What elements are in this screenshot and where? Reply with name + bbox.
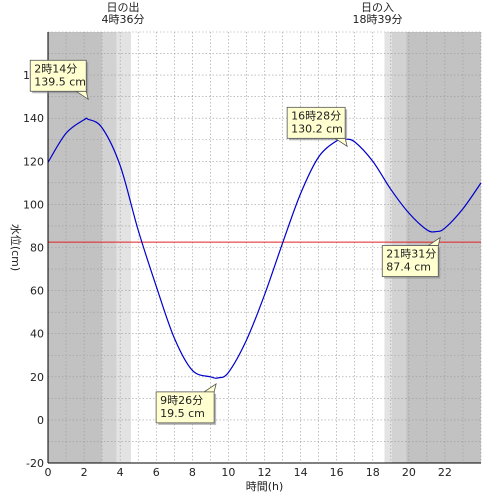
callout-box [29,59,87,92]
x-tick-label: 8 [189,466,196,479]
y-tick-label: 140 [23,112,44,125]
axes [47,32,481,464]
x-tick-label: 6 [153,466,160,479]
x-tick-label: 18 [366,466,380,479]
x-axis-label: 時間(h) [246,480,284,493]
callout-time: 21時31分 [386,248,436,261]
x-tick-label: 10 [221,466,235,479]
sunset-label: 日の入 [361,1,394,14]
sunset-time: 18時39分 [352,13,402,26]
sunrise-label: 日の出 [106,0,139,14]
x-tick-label: 20 [402,466,416,479]
y-tick-label: 80 [30,242,44,255]
x-tick-label: 4 [117,466,124,479]
x-tick-label: 2 [81,466,88,479]
callout-time: 9時26分 [160,394,203,407]
x-tick-label: 0 [45,466,52,479]
sunrise-time: 4時36分 [101,13,144,26]
x-tick-label: 12 [258,466,272,479]
x-tick-label: 22 [438,466,452,479]
y-tick-label: 0 [37,414,44,427]
y-tick-label: 100 [23,198,44,211]
tick-labels: 0 2 4 6 8 10 12 14 16 18 20 22-20020406080100120140… [23,69,452,479]
y-tick-label: 60 [30,285,44,298]
x-tick-label: 14 [294,466,308,479]
y-tick-label: 40 [30,328,44,341]
callout-value: 139.5 cm [34,75,86,88]
y-axis-label: 水位(cm) [9,224,23,271]
y-tick-label: 20 [30,371,44,384]
tide-curve [47,117,482,379]
callout-value: 130.2 cm [291,122,343,135]
y-tick-label: 120 [23,155,44,168]
callout-time: 16時28分 [291,109,341,122]
callout-box [381,245,439,277]
y-tick-label: -20 [26,457,44,470]
callout-value: 87.4 cm [386,261,431,274]
x-tick-label: 16 [330,466,344,479]
callout-box [286,106,346,139]
callout-box [155,391,215,424]
callout-time: 2時14分 [34,62,77,75]
shade-band-0 [48,32,103,463]
shade-band-1 [102,32,117,463]
callout-value: 19.5 cm [160,407,205,420]
